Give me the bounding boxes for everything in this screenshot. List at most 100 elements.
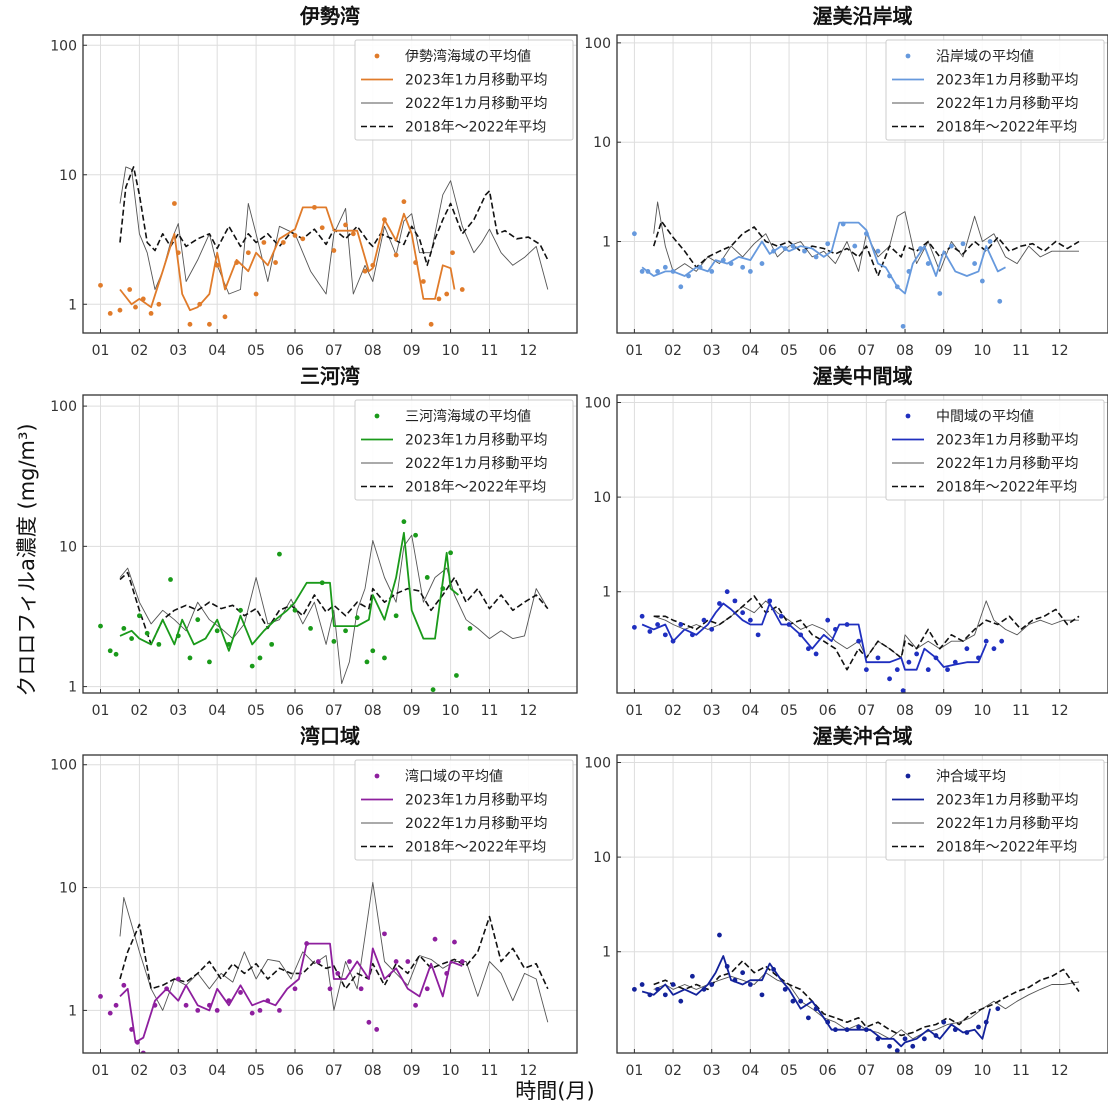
data-point xyxy=(280,240,286,245)
data-point xyxy=(172,201,177,206)
data-point xyxy=(335,971,341,976)
legend: 沿岸域の平均値 2023年1カ月移動平均 2022年1カ月移動平均 2018年～202… xyxy=(885,39,1105,141)
legend-label: 2022年1カ月移動平均 xyxy=(936,96,1079,112)
x-tick-label: 05 xyxy=(247,1063,265,1079)
legend-label: 2022年1カ月移動平均 xyxy=(936,456,1079,472)
data-point xyxy=(662,992,668,998)
legend-label: 2022年1カ月移動平均 xyxy=(936,816,1079,832)
x-tick-label: 01 xyxy=(92,1063,110,1079)
series-line xyxy=(119,531,459,652)
x-tick-label: 08 xyxy=(364,1063,382,1079)
x-tick-label: 06 xyxy=(286,703,304,719)
x-tick-label: 12 xyxy=(519,703,537,719)
legend-box xyxy=(354,39,574,141)
data-point xyxy=(430,687,436,693)
x-tick-label: 02 xyxy=(130,343,148,359)
series-line xyxy=(641,221,1006,295)
data-point xyxy=(863,231,869,237)
x-tick-label: 11 xyxy=(481,1063,499,1079)
data-point xyxy=(983,1019,989,1025)
data-point xyxy=(265,998,271,1004)
legend-label: 2018年～2022年平均 xyxy=(405,840,546,856)
data-point xyxy=(343,628,348,634)
legend-box xyxy=(354,399,574,501)
data-point xyxy=(933,1033,939,1038)
data-point xyxy=(137,613,142,619)
data-point xyxy=(214,1008,220,1013)
x-tick-label: 03 xyxy=(169,1063,187,1079)
x-tick-label: 06 xyxy=(819,1063,837,1079)
data-point xyxy=(844,622,850,627)
series-line xyxy=(119,882,549,1023)
data-point xyxy=(238,990,243,995)
x-tick-label: 04 xyxy=(208,703,226,719)
data-point xyxy=(156,641,162,647)
data-point xyxy=(949,243,954,249)
data-point xyxy=(187,655,193,661)
data-point xyxy=(771,248,776,254)
data-point xyxy=(277,551,282,557)
data-point xyxy=(952,1027,958,1033)
data-point xyxy=(444,971,450,976)
x-tick-label: 04 xyxy=(741,343,759,359)
legend-label: 2023年1カ月移動平均 xyxy=(936,433,1079,449)
data-point xyxy=(277,1008,282,1013)
data-point xyxy=(813,651,819,657)
legend-marker xyxy=(905,53,911,59)
data-point xyxy=(140,296,146,302)
data-point xyxy=(413,532,418,538)
data-point xyxy=(257,1008,263,1013)
data-point xyxy=(413,1002,418,1008)
y-tick-label: 1 xyxy=(602,235,611,251)
data-point xyxy=(747,269,753,274)
data-point xyxy=(107,311,113,316)
data-point xyxy=(207,1002,212,1008)
data-point xyxy=(813,254,819,260)
data-point xyxy=(354,615,360,621)
data-point xyxy=(740,970,746,976)
legend: 中間域の平均値 2023年1カ月移動平均 2022年1カ月移動平均 2018年～202… xyxy=(885,399,1105,501)
data-point xyxy=(98,282,103,288)
data-point xyxy=(972,261,978,266)
data-point xyxy=(925,667,931,673)
data-point xyxy=(214,628,220,634)
data-point xyxy=(678,998,684,1004)
data-point xyxy=(639,613,645,619)
legend-label: 2023年1カ月移動平均 xyxy=(405,73,548,89)
data-point xyxy=(701,617,707,623)
data-point xyxy=(976,655,981,661)
data-point xyxy=(717,601,722,606)
data-point xyxy=(401,199,407,205)
plot-area xyxy=(98,519,549,693)
data-point xyxy=(720,257,726,263)
x-tick-label: 07 xyxy=(325,343,343,359)
legend-marker xyxy=(905,773,911,779)
x-tick-label: 07 xyxy=(325,1063,343,1079)
series-line xyxy=(119,571,549,646)
y-tick-label: 1 xyxy=(68,297,77,313)
data-point xyxy=(945,667,950,673)
x-tick-label: 10 xyxy=(442,703,460,719)
data-point xyxy=(771,967,776,972)
data-point xyxy=(670,982,676,987)
data-point xyxy=(214,262,220,268)
data-point xyxy=(887,676,892,682)
data-point xyxy=(983,638,989,644)
data-point xyxy=(308,625,313,631)
data-point xyxy=(863,667,869,673)
data-point xyxy=(798,998,804,1004)
x-tick-label: 09 xyxy=(403,1063,421,1079)
data-point xyxy=(906,659,912,665)
data-point xyxy=(728,261,734,266)
x-tick-label: 06 xyxy=(819,703,837,719)
data-point xyxy=(863,1027,869,1033)
legend-label: 2018年～2022年平均 xyxy=(936,120,1077,136)
data-point xyxy=(249,663,255,669)
legend-marker xyxy=(374,53,380,59)
data-point xyxy=(292,607,298,613)
legend: 伊勢湾海域の平均値 2023年1カ月移動平均 2022年1カ月移動平均 2018年～2… xyxy=(354,39,574,141)
data-point xyxy=(875,1036,881,1042)
data-point xyxy=(670,269,676,274)
data-point xyxy=(152,1002,158,1008)
